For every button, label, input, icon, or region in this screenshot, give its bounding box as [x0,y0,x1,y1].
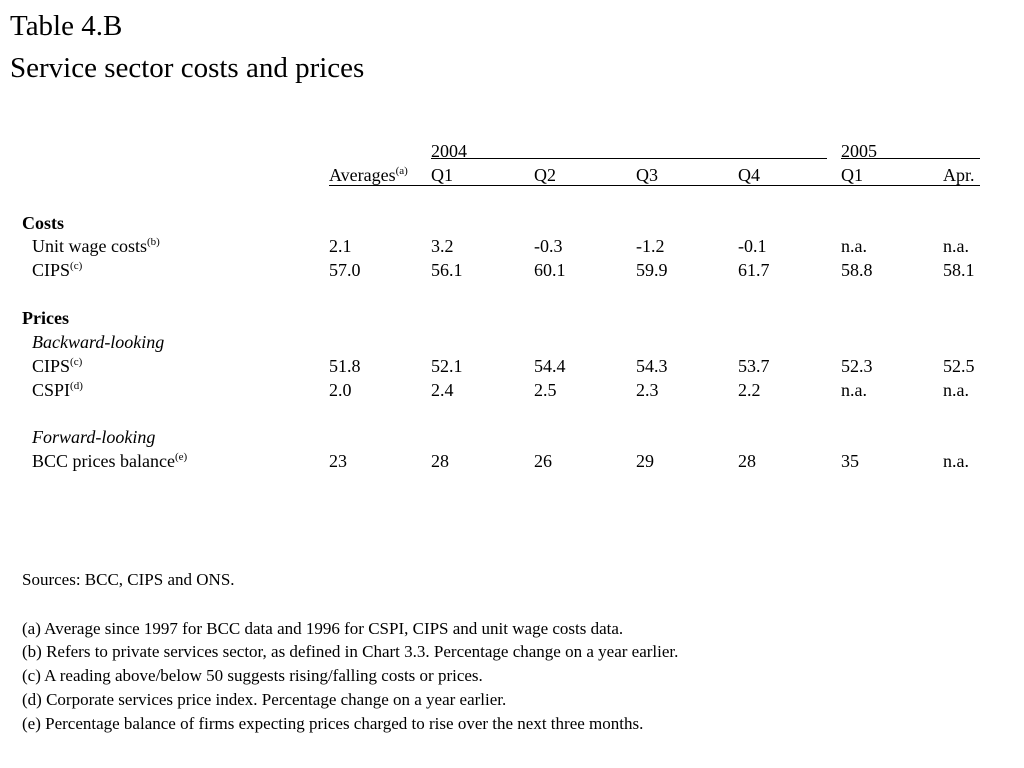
table-cell: 2.0 [329,380,352,400]
table-cell: 61.7 [738,260,770,280]
row-label-text: CIPS [32,260,71,280]
averages-label: Averages [329,165,396,185]
table-cell: 28 [431,451,449,471]
table-cell: 28 [738,451,756,471]
table-cell: 52.1 [431,356,463,376]
table-cell: n.a. [943,380,969,400]
table-cell: 2.2 [738,380,761,400]
row-footnote-marker: (e) [174,451,188,463]
row-footnote-marker: (d) [70,380,83,392]
table-cell: -0.3 [534,236,563,256]
table-title: Service sector costs and prices [10,52,365,84]
year-2005-header: 2005 [841,141,877,161]
subsection-backward-looking: Backward-looking [32,332,165,352]
row-label-unit-wage-costs: Unit wage costs(b) [32,235,160,257]
table-cell: 29 [636,451,654,471]
table-cell: 53.7 [738,356,770,376]
table-cell: 2.4 [431,380,454,400]
column-header-2005-apr: Apr. [943,165,975,185]
table-number: Table 4.B [10,10,123,42]
column-header-2004-q1: Q1 [431,165,453,185]
year-2005-rule [841,158,980,159]
table-cell: 51.8 [329,356,361,376]
averages-header: Averages(a) [329,164,408,186]
table-cell: -1.2 [636,236,665,256]
column-header-2004-q4: Q4 [738,165,760,185]
footnote-c: (c) A reading above/below 50 suggests ri… [22,666,483,685]
table-cell: 23 [329,451,347,471]
column-header-2005-q1: Q1 [841,165,863,185]
section-costs: Costs [22,213,65,233]
table-cell: 54.4 [534,356,566,376]
footnote-d: (d) Corporate services price index. Perc… [22,690,507,709]
row-label-cips-prices: CIPS(c) [32,355,82,377]
table-cell: 54.3 [636,356,668,376]
row-label-bcc-prices-balance: BCC prices balance(e) [32,450,187,472]
footnote-a: (a) Average since 1997 for BCC data and … [22,619,624,638]
footnote-b: (b) Refers to private services sector, a… [22,642,679,661]
year-2004-header: 2004 [431,141,467,161]
table-cell: 26 [534,451,552,471]
footnote-e: (e) Percentage balance of firms expectin… [22,714,644,733]
table-cell: 59.9 [636,260,668,280]
table-cell: 2.5 [534,380,557,400]
table-cell: n.a. [841,236,867,256]
row-label-text: CIPS [32,356,71,376]
row-label-text: Unit wage costs [32,236,147,256]
section-prices: Prices [22,308,69,328]
table-cell: 52.5 [943,356,975,376]
row-label-text: BCC prices balance [32,451,175,471]
table-cell: 57.0 [329,260,361,280]
table-cell: 2.3 [636,380,659,400]
row-footnote-marker: (b) [146,236,160,248]
row-footnote-marker: (c) [70,356,83,368]
sources-note: Sources: BCC, CIPS and ONS. [22,570,235,589]
table-cell: 2.1 [329,236,352,256]
year-2004-rule [431,158,827,159]
table-cell: 58.1 [943,260,975,280]
table-cell: n.a. [841,380,867,400]
table-cell: 58.8 [841,260,873,280]
averages-footnote-marker: (a) [395,165,408,177]
row-label-cips-costs: CIPS(c) [32,259,82,281]
table-cell: n.a. [943,236,969,256]
column-header-2004-q2: Q2 [534,165,556,185]
table-cell: n.a. [943,451,969,471]
table-cell: -0.1 [738,236,767,256]
table-cell: 56.1 [431,260,463,280]
table-cell: 35 [841,451,859,471]
table-cell: 60.1 [534,260,566,280]
header-rule [329,185,980,186]
subsection-forward-looking: Forward-looking [32,427,156,447]
table-cell: 3.2 [431,236,454,256]
row-label-text: CSPI [32,380,71,400]
table-cell: 52.3 [841,356,873,376]
column-header-2004-q3: Q3 [636,165,658,185]
row-label-cspi: CSPI(d) [32,379,83,401]
row-footnote-marker: (c) [70,260,83,272]
